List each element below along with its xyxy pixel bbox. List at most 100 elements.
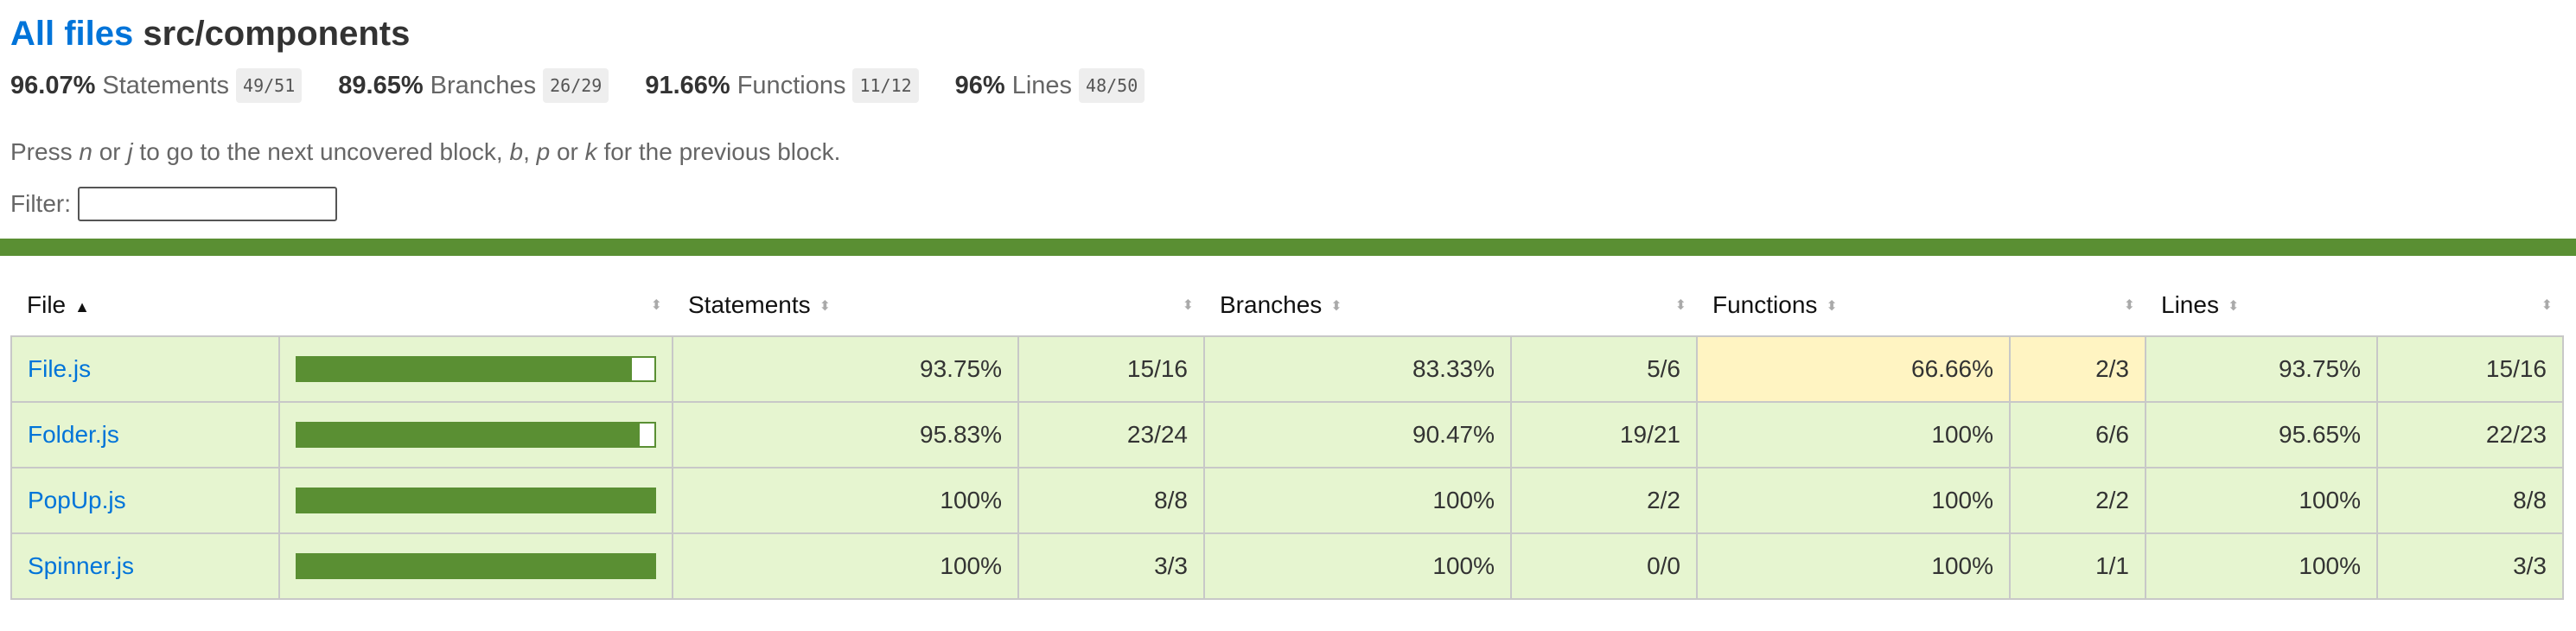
coverage-bar	[296, 356, 656, 382]
table-row: Folder.js 95.83% 23/24 90.47% 19/21 100%…	[10, 401, 2564, 468]
coverage-fill	[297, 489, 654, 512]
file-link[interactable]: File.js	[28, 355, 92, 382]
summary-branches: 89.65% Branches 26/29	[338, 68, 609, 103]
statements-pct: 100%	[672, 532, 1019, 600]
functions-frac: 2/2	[2009, 467, 2146, 534]
hint-text: ,	[523, 138, 537, 165]
statements-pct: 100%	[672, 467, 1019, 534]
col-header-branches[interactable]: Branches ⬍	[1220, 291, 1342, 318]
lines-frac: 15/16	[2376, 335, 2564, 403]
file-link[interactable]: PopUp.js	[28, 487, 126, 513]
col-header-branches-frac[interactable]: ⬍	[1511, 275, 1697, 336]
sort-icon: ⬍	[819, 298, 832, 314]
lines-frac: 8/8	[2376, 467, 2564, 534]
all-files-link[interactable]: All files	[10, 15, 134, 53]
functions-pct: 66.66%	[1696, 335, 2011, 403]
summary-pct: 96%	[954, 71, 1005, 99]
lines-frac: 22/23	[2376, 401, 2564, 468]
col-header-coverage-bar[interactable]: ⬍	[279, 275, 673, 336]
summary-lines: 96% Lines 48/50	[955, 68, 1145, 103]
coverage-summary: 96.07% Statements 49/51 89.65% Branches …	[10, 66, 2566, 105]
summary-fraction: 48/50	[1079, 68, 1145, 103]
summary-pct: 91.66%	[645, 71, 730, 99]
hint-key: b	[509, 138, 524, 165]
lines-pct: 100%	[2145, 532, 2378, 600]
hint-text: to go to the next uncovered block,	[132, 138, 510, 165]
sort-icon: ⬍	[1330, 298, 1342, 314]
coverage-bar-cell	[278, 335, 673, 403]
coverage-fill	[297, 358, 633, 380]
hint-key: k	[584, 138, 597, 165]
coverage-bar-cell	[278, 467, 673, 534]
sort-asc-icon: ▲	[74, 297, 90, 316]
file-link[interactable]: Folder.js	[28, 421, 119, 448]
current-path: src/components	[143, 15, 411, 53]
page-title: All files src/components	[10, 0, 2566, 55]
file-cell: File.js	[10, 335, 280, 403]
sort-icon: ⬍	[650, 298, 662, 313]
col-header-lines[interactable]: Lines ⬍	[2161, 291, 2240, 318]
branches-frac: 5/6	[1510, 335, 1698, 403]
functions-frac: 2/3	[2009, 335, 2146, 403]
statements-frac: 3/3	[1017, 532, 1205, 600]
functions-pct: 100%	[1696, 401, 2011, 468]
coverage-bar	[296, 422, 656, 448]
hint-text: for the previous block.	[596, 138, 841, 165]
branches-frac: 0/0	[1510, 532, 1698, 600]
sort-icon: ⬍	[1826, 298, 1838, 314]
summary-label: Functions	[736, 71, 846, 99]
sort-icon: ⬍	[2541, 298, 2553, 313]
coverage-bar	[296, 553, 656, 579]
table-row: PopUp.js 100% 8/8 100% 2/2 100% 2/2 100%…	[10, 467, 2564, 534]
branches-pct: 100%	[1203, 467, 1512, 534]
lines-pct: 93.75%	[2145, 335, 2378, 403]
summary-fraction: 26/29	[543, 68, 609, 103]
sort-icon: ⬍	[2123, 298, 2135, 313]
col-header-file[interactable]: File ▲	[27, 291, 90, 318]
hint-text: or	[92, 138, 128, 165]
summary-fraction: 49/51	[236, 68, 303, 103]
statements-frac: 8/8	[1017, 467, 1205, 534]
hint-text: Press	[10, 138, 80, 165]
col-header-lines-frac[interactable]: ⬍	[2377, 275, 2563, 336]
coverage-fill	[297, 424, 640, 446]
filter-input[interactable]	[78, 187, 337, 221]
coverage-bar-cell	[278, 401, 673, 468]
col-header-statements[interactable]: Statements ⬍	[688, 291, 832, 318]
statements-frac: 23/24	[1017, 401, 1205, 468]
coverage-bar	[296, 488, 656, 513]
lines-pct: 100%	[2145, 467, 2378, 534]
functions-frac: 1/1	[2009, 532, 2146, 600]
branches-pct: 100%	[1203, 532, 1512, 600]
branches-frac: 2/2	[1510, 467, 1698, 534]
summary-fraction: 11/12	[852, 68, 919, 103]
statements-pct: 93.75%	[672, 335, 1019, 403]
summary-label: Statements	[102, 71, 230, 99]
statements-pct: 95.83%	[672, 401, 1019, 468]
hint-key: j	[127, 138, 133, 165]
col-header-functions[interactable]: Functions ⬍	[1712, 291, 1838, 318]
filter-row: Filter:	[10, 182, 2566, 226]
lines-pct: 95.65%	[2145, 401, 2378, 468]
summary-pct: 89.65%	[338, 71, 424, 99]
statements-frac: 15/16	[1017, 335, 1205, 403]
summary-statements: 96.07% Statements 49/51	[10, 68, 303, 103]
branches-pct: 83.33%	[1203, 335, 1512, 403]
hint-key: n	[79, 138, 92, 165]
summary-pct: 96.07%	[10, 71, 96, 99]
coverage-bar-cell	[278, 532, 673, 600]
table-row: File.js 93.75% 15/16 83.33% 5/6 66.66% 2…	[10, 335, 2564, 403]
summary-label: Lines	[1011, 71, 1073, 99]
file-cell: PopUp.js	[10, 467, 280, 534]
sort-icon: ⬍	[2227, 298, 2240, 314]
file-cell: Folder.js	[10, 401, 280, 468]
functions-frac: 6/6	[2009, 401, 2146, 468]
filter-label: Filter:	[10, 190, 71, 217]
col-header-statements-frac[interactable]: ⬍	[1018, 275, 1204, 336]
sort-icon: ⬍	[1182, 298, 1194, 313]
hint-text: or	[550, 138, 585, 165]
sort-icon: ⬍	[1674, 298, 1687, 313]
file-cell: Spinner.js	[10, 532, 280, 600]
file-link[interactable]: Spinner.js	[28, 552, 134, 579]
col-header-functions-frac[interactable]: ⬍	[2010, 275, 2146, 336]
